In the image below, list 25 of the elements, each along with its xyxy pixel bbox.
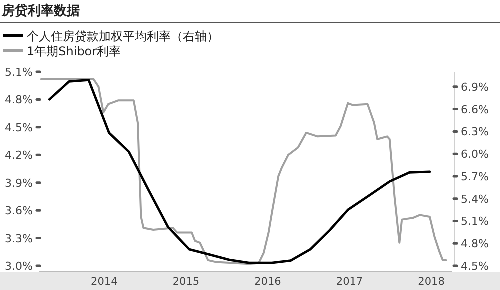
y-tick-label: 3.0% [5, 260, 33, 273]
y-tick-label: 4.5% [5, 121, 33, 134]
y2-tick-label: 6.6% [461, 103, 489, 116]
y2-tick-label: 5.1% [461, 215, 489, 228]
y2-tick-label: 5.4% [461, 192, 489, 206]
y-tick-label: 3.9% [5, 176, 33, 190]
y2-tick-label: 6.0% [461, 148, 489, 162]
y2-tick-label: 5.7% [461, 170, 489, 184]
y-tick-label: 4.2% [5, 149, 33, 162]
x-tick-label: 2017 [336, 276, 364, 288]
y2-tick-label: 6.9% [461, 80, 489, 94]
x-tick-label: 2015 [172, 276, 200, 288]
x-tick-label: 2016 [254, 276, 282, 288]
x-tick-label: 2018 [418, 276, 445, 288]
y2-tick-label: 4.5% [461, 260, 489, 273]
y-tick-label: 3.3% [5, 232, 33, 246]
x-tick-label: 2014 [91, 276, 118, 288]
legend-label: 个人住房贷款加权平均利率（右轴） [27, 30, 219, 44]
y-tick-label: 5.1% [5, 66, 33, 79]
y2-tick-label: 4.8% [461, 238, 489, 251]
y-tick-label: 4.8% [5, 94, 33, 107]
y2-tick-label: 6.3% [461, 126, 489, 139]
legend-label: 1年期Shibor利率 [27, 44, 122, 58]
chart-title: 房贷利率数据 [1, 3, 80, 19]
y-tick-label: 3.6% [5, 204, 33, 218]
